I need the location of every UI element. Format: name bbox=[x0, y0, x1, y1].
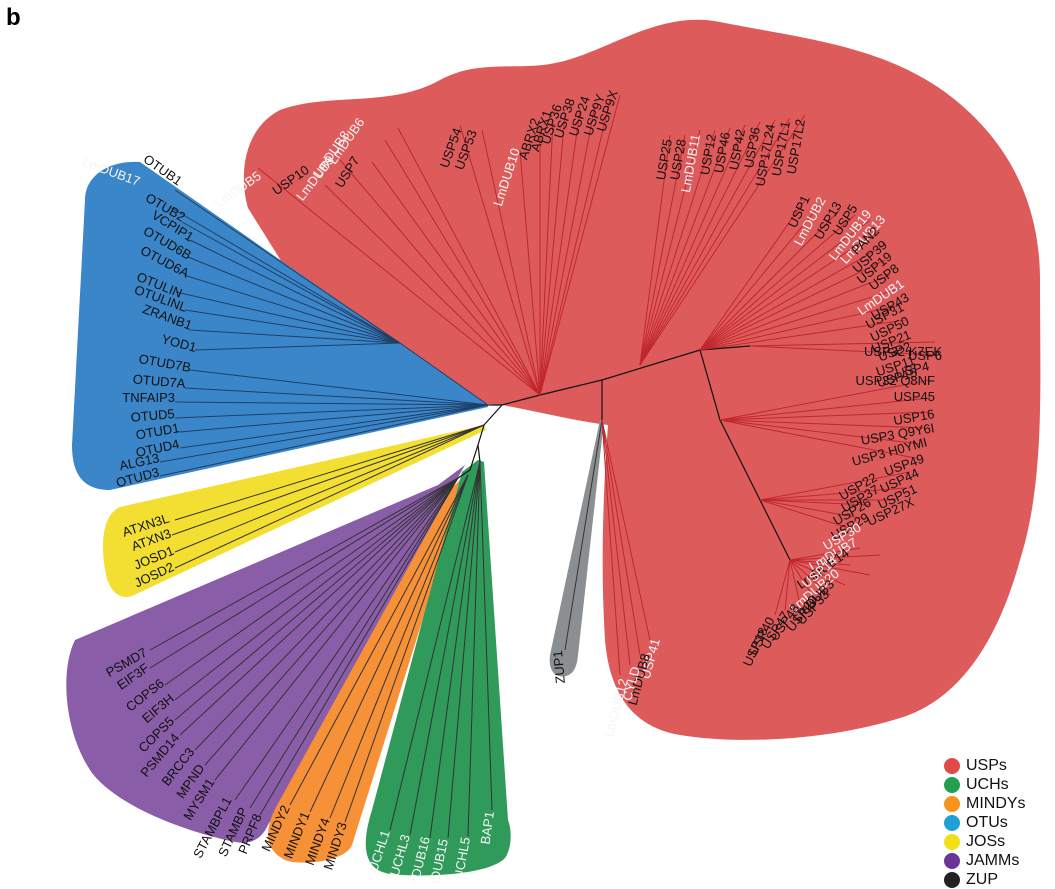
tip-label-usps: USP25 bbox=[653, 138, 675, 181]
legend-swatch bbox=[944, 795, 960, 812]
mindy-clade-area bbox=[268, 470, 470, 863]
legend-item-joss: JOSs bbox=[944, 832, 1026, 851]
tip-label-usps: USP6 bbox=[908, 348, 942, 363]
tip-label-otus: TNFAIP3 bbox=[122, 390, 175, 405]
legend-label: OTUs bbox=[966, 813, 1008, 831]
legend-label: MINDYs bbox=[966, 794, 1026, 812]
panel-letter: b bbox=[6, 4, 21, 31]
tip-label-uchs: UCHL5 bbox=[451, 836, 473, 881]
legend-item-otus: OTUs bbox=[944, 813, 1026, 832]
tip-label-usps: USP28 bbox=[667, 138, 689, 181]
usp-clade-area bbox=[243, 19, 1041, 740]
legend-item-usps: USPs bbox=[944, 756, 1026, 775]
legend: USPs UCHs MINDYs OTUs JOSs JAMMs ZUP bbox=[944, 756, 1026, 889]
legend-label: USPs bbox=[966, 756, 1007, 774]
legend-swatch bbox=[944, 833, 960, 850]
tip-label-usps: USP45 bbox=[894, 389, 935, 404]
legend-swatch bbox=[944, 776, 960, 793]
tip-label-usps: USP32 K7EK bbox=[864, 344, 942, 359]
uch-clade-area bbox=[365, 460, 511, 876]
tree-backbone bbox=[457, 345, 791, 561]
tip-label-uchs: BAP1 bbox=[477, 810, 496, 845]
otu-clade-area bbox=[72, 161, 488, 490]
legend-swatch bbox=[944, 871, 960, 888]
tip-label-usps: USP16 bbox=[892, 406, 935, 428]
tip-label-usps: USP36 bbox=[741, 126, 763, 169]
legend-swatch bbox=[944, 757, 960, 774]
tip-label-usps: USP32 Q8NF bbox=[856, 373, 936, 388]
tip-label-usps: USP46 bbox=[711, 131, 733, 174]
legend-item-uchs: UCHs bbox=[944, 775, 1026, 794]
zup-clade-area bbox=[549, 420, 604, 677]
tip-label-usps: LmDUB12 bbox=[601, 677, 631, 739]
jamm-clade-area bbox=[66, 465, 466, 843]
legend-label: ZUP bbox=[966, 870, 998, 888]
legend-label: UCHs bbox=[966, 775, 1009, 793]
tip-label-usps: USP42 bbox=[726, 128, 748, 171]
otu-branches bbox=[159, 189, 489, 477]
legend-label: JOSs bbox=[966, 832, 1006, 850]
tip-label-zup: ZUP1 bbox=[550, 650, 568, 684]
usp-branches bbox=[257, 94, 936, 676]
legend-item-zup: ZUP bbox=[944, 870, 1026, 889]
tip-label-otus: OTUD7A bbox=[132, 371, 186, 391]
legend-item-jamms: JAMMs bbox=[944, 851, 1026, 870]
other-branches bbox=[149, 419, 603, 839]
legend-label: JAMMs bbox=[966, 851, 1020, 869]
tip-label-otus: OTUD5 bbox=[130, 406, 175, 425]
tip-label-usps: USP12 bbox=[697, 133, 719, 176]
legend-swatch bbox=[944, 814, 960, 831]
legend-swatch bbox=[944, 852, 960, 869]
legend-item-mindys: MINDYs bbox=[944, 794, 1026, 813]
